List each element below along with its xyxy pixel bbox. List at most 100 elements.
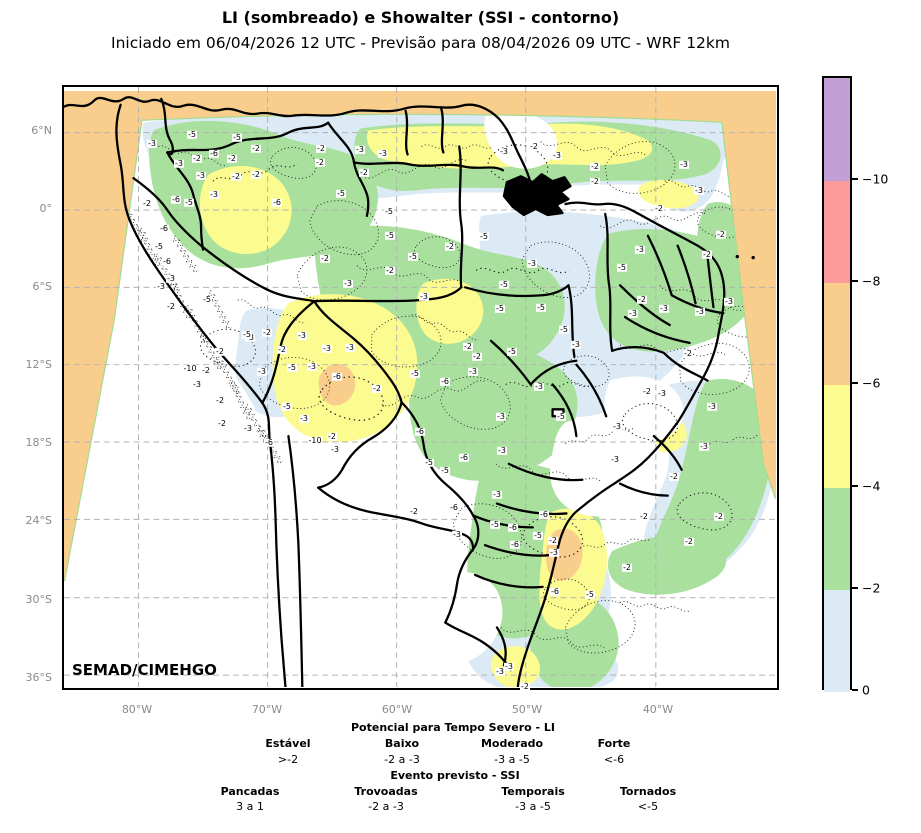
island-dot — [751, 255, 755, 260]
contour-label: -3 — [496, 411, 506, 422]
contour-label: -5 — [556, 411, 566, 422]
contour-label: -2 — [445, 241, 455, 252]
contour-label: -2 — [590, 176, 600, 187]
colorbar-segment — [824, 181, 850, 283]
contour-label: -2 — [529, 141, 539, 152]
contour-label: -3 — [657, 388, 667, 399]
contour-label: -2 — [683, 348, 693, 359]
lat-tick-label: 24°S — [25, 514, 52, 527]
contour-label: -2 — [372, 383, 382, 394]
legend-item-range: -3 a -5 — [494, 753, 530, 766]
contour-label: -6 — [440, 376, 450, 387]
watermark: SEMAD/CIMEHGO — [72, 661, 217, 679]
contour-label: -3 — [330, 444, 340, 455]
contour-label: -2 — [669, 471, 679, 482]
contour-label: -3 — [699, 441, 709, 452]
map-canvas — [64, 87, 776, 687]
legend-item-range: >-2 — [277, 753, 299, 766]
colorbar-tick-label: −4 — [862, 478, 881, 494]
contour-label: -3 — [492, 489, 502, 500]
lat-tick-label: 18°S — [25, 436, 52, 449]
contour-label: -3 — [694, 185, 704, 196]
contour-label: -5 — [440, 465, 450, 476]
contour-label: -3 — [378, 148, 388, 159]
contour-label: -6 — [209, 148, 219, 159]
contour-label: -3 — [707, 401, 717, 412]
contour-label: -5 — [232, 132, 242, 143]
contour-label: -3 — [549, 547, 559, 558]
contour-label: -2 — [327, 431, 337, 442]
contour-label: -5 — [187, 129, 197, 140]
contour-label: -5 — [559, 324, 569, 335]
contour-label: -3 — [196, 170, 206, 181]
contour-label: -2 — [409, 506, 419, 517]
contour-label-layer: -3 -5 -5 -2 -3 -3 -2 -2 -3 -3 -2 -3 -2 -6 -2 -3 -2 -6 -5 -2… — [64, 87, 776, 692]
contour-label: -3 — [297, 330, 307, 341]
contour-label: -2 — [714, 511, 724, 522]
contour-label: -2 — [472, 351, 482, 362]
contour-label: -5 — [408, 251, 418, 262]
contour-label: -3 — [322, 343, 332, 354]
contour-label: -2 — [320, 253, 330, 264]
grid-lines — [64, 87, 776, 687]
li-shading-layer — [100, 113, 776, 687]
lon-tick-label: 40°W — [642, 703, 674, 716]
legend-item-range: 3 a 1 — [236, 800, 264, 813]
colorbar-segment — [824, 590, 850, 692]
contour-label: -2 — [463, 341, 473, 352]
contour-label: -6 — [332, 371, 342, 382]
contour-label: -5 — [495, 303, 505, 314]
contour-label: -3 — [527, 258, 537, 269]
contour-label: -3 — [355, 144, 365, 155]
contour-label: -6 — [159, 223, 169, 234]
contour-label: -3 — [243, 423, 253, 434]
lat-tick-label: 30°S — [25, 593, 52, 606]
contour-label: -2 — [548, 535, 558, 546]
colorbar-tick — [852, 689, 858, 691]
out-of-domain-region — [64, 90, 776, 581]
legend-title-li: Potencial para Tempo Severo - LI — [350, 721, 556, 734]
contour-label: -5 — [490, 519, 500, 530]
page-subtitle: Iniciado em 06/04/2026 12 UTC - Previsão… — [111, 34, 730, 52]
lon-tick-label: 50°W — [511, 703, 543, 716]
contour-label: -2 — [215, 395, 225, 406]
colorbar-segment — [824, 283, 850, 385]
contour-label: -3 — [635, 244, 645, 255]
lat-tick-label: 0° — [39, 202, 53, 215]
contour-label: -5 — [410, 368, 420, 379]
contour-label: -10 — [307, 435, 323, 446]
lat-tick-label: 12°S — [25, 358, 52, 371]
colorbar-tick-label: 0 — [862, 682, 870, 698]
contour-label: -2 — [359, 167, 369, 178]
contour-label: -2 — [684, 536, 694, 547]
contour-label: -5 — [424, 457, 434, 468]
legend-title-ssi: Evento previsto - SSI — [390, 769, 520, 782]
contour-label: -6 — [272, 197, 282, 208]
contour-label: -5 — [287, 362, 297, 373]
lon-tick-label: 70°W — [251, 703, 283, 716]
contour-label: -3 — [156, 281, 166, 292]
contour-label: -2 — [385, 265, 395, 276]
contour-label: -2 — [231, 171, 241, 182]
contour-label: -2 — [622, 562, 632, 573]
contour-label: -2 — [590, 161, 600, 172]
coastlines-borders — [64, 96, 726, 687]
colorbar-segment — [824, 488, 850, 590]
legend-item-name: Estável — [265, 737, 311, 750]
colorbar-tick — [852, 280, 858, 282]
colorbar-segment — [824, 78, 850, 181]
contour-label: -5 — [282, 401, 292, 412]
contour-label: -5 — [184, 197, 194, 208]
contour-label: -3 — [147, 138, 157, 149]
lat-tick-label: 6°N — [31, 124, 52, 137]
colorbar-tick-label: −6 — [862, 375, 881, 391]
lon-tick-label: 60°W — [381, 703, 413, 716]
page-title: LI (sombreado) e Showalter (SSI - contor… — [221, 8, 620, 27]
legend-item-name: Pancadas — [220, 785, 280, 798]
contour-label: -3 — [504, 661, 514, 672]
contour-label: -3 — [345, 342, 355, 353]
contour-label: -3 — [166, 273, 176, 284]
contour-label: -5 — [617, 262, 627, 273]
contour-label: -5 — [499, 279, 509, 290]
